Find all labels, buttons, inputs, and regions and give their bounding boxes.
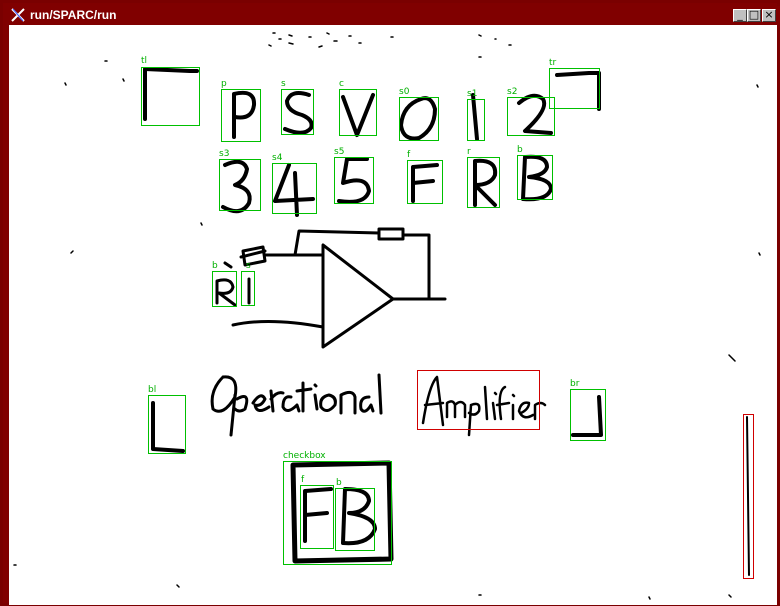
detection-label-s4: s4: [272, 153, 283, 163]
detection-box-p: [221, 89, 261, 142]
letter-r-stroke: [473, 158, 498, 207]
highlight-box-amplifier: [417, 370, 540, 430]
detection-box-s: [281, 89, 314, 135]
detection-box-s5: [334, 157, 374, 204]
checkbox-letter-b-stroke: [341, 487, 377, 546]
detection-label-b3: b: [336, 478, 342, 488]
letter-o-stroke: [399, 96, 437, 141]
letter-r-small-stroke: [215, 278, 237, 307]
detection-box-b: [517, 155, 553, 200]
close-icon: ×: [764, 8, 774, 21]
detection-label-tr: tr: [549, 58, 557, 68]
detection-box-br: [570, 389, 606, 441]
close-button[interactable]: ×: [762, 9, 776, 22]
word-amplifier-stroke: [421, 375, 547, 437]
digit-4-stroke: [273, 163, 315, 217]
window-title: run/SPARC/run: [30, 8, 117, 22]
corner-br-stroke: [571, 395, 603, 437]
detection-box-bl: [148, 395, 186, 454]
detection-box-b3: [335, 488, 375, 551]
drawing-canvas[interactable]: tl p s c s0 s1 s2 tr s3 s4 s5 f r b b s: [9, 25, 777, 605]
corner-bl-stroke: [151, 401, 185, 453]
detection-label-br: br: [570, 379, 580, 389]
detection-label-bl: bl: [148, 385, 157, 395]
letter-s-stroke: [283, 91, 314, 135]
maximize-icon: □: [748, 8, 760, 21]
corner-tl-stroke: [143, 67, 199, 121]
letter-p-stroke: [232, 90, 257, 139]
detection-label-s: s: [281, 79, 286, 89]
x-app-icon: [11, 8, 25, 22]
detection-label-r: r: [467, 147, 471, 157]
handwriting-ink: [13, 32, 761, 600]
detection-box-s1: [467, 99, 485, 141]
detection-label-s0: s0: [399, 87, 410, 97]
detection-label-f2: f: [301, 475, 305, 485]
word-operational-stroke: [210, 373, 383, 437]
detection-label-p: p: [221, 79, 227, 89]
detection-label-s2: s2: [507, 87, 518, 97]
op-amp-circuit: [223, 227, 447, 349]
minimize-button[interactable]: _: [733, 9, 747, 22]
detection-label-b2: b: [212, 261, 218, 271]
detection-box-tl: [141, 67, 200, 126]
detection-box-r: [467, 157, 500, 208]
digit-1-stroke: [471, 93, 479, 141]
detection-box-s2: [507, 97, 555, 136]
minimize-icon: _: [737, 8, 743, 21]
maximize-button[interactable]: □: [747, 9, 761, 22]
detection-box-c: [339, 89, 377, 136]
detection-box-f: [407, 160, 443, 204]
digit-3-stroke: [221, 159, 252, 214]
detection-box-f2: [300, 485, 334, 549]
detection-label-checkbox: checkbox: [283, 451, 326, 461]
letter-f-stroke: [411, 163, 439, 203]
detection-label-s5: s5: [334, 147, 345, 157]
vertical-slider-stroke: [746, 416, 750, 576]
detection-label-tl: tl: [141, 56, 148, 66]
detection-box-checkbox[interactable]: [283, 461, 392, 565]
noise-specks: [13, 32, 761, 600]
detection-box-s0: [399, 97, 439, 141]
detection-box-s4: [272, 163, 317, 214]
detection-label-s6: s: [246, 261, 251, 271]
detection-box-tr: [549, 68, 600, 109]
digit-5-stroke: [337, 157, 371, 204]
vertical-slider-highlight[interactable]: [743, 414, 754, 579]
detection-label-s1: s1: [467, 89, 478, 99]
title-bar[interactable]: run/SPARC/run _ □ ×: [6, 6, 780, 25]
detection-label-f: f: [407, 150, 411, 160]
detection-box-b2: [212, 271, 237, 307]
letter-b-stroke: [521, 154, 553, 202]
detection-label-s3: s3: [219, 149, 230, 159]
detection-box-s3: [219, 159, 261, 211]
detection-label-c: c: [339, 79, 344, 89]
detection-label-b: b: [517, 145, 523, 155]
checkbox-letter-f-stroke: [303, 487, 333, 543]
detection-box-s6: [241, 271, 255, 306]
